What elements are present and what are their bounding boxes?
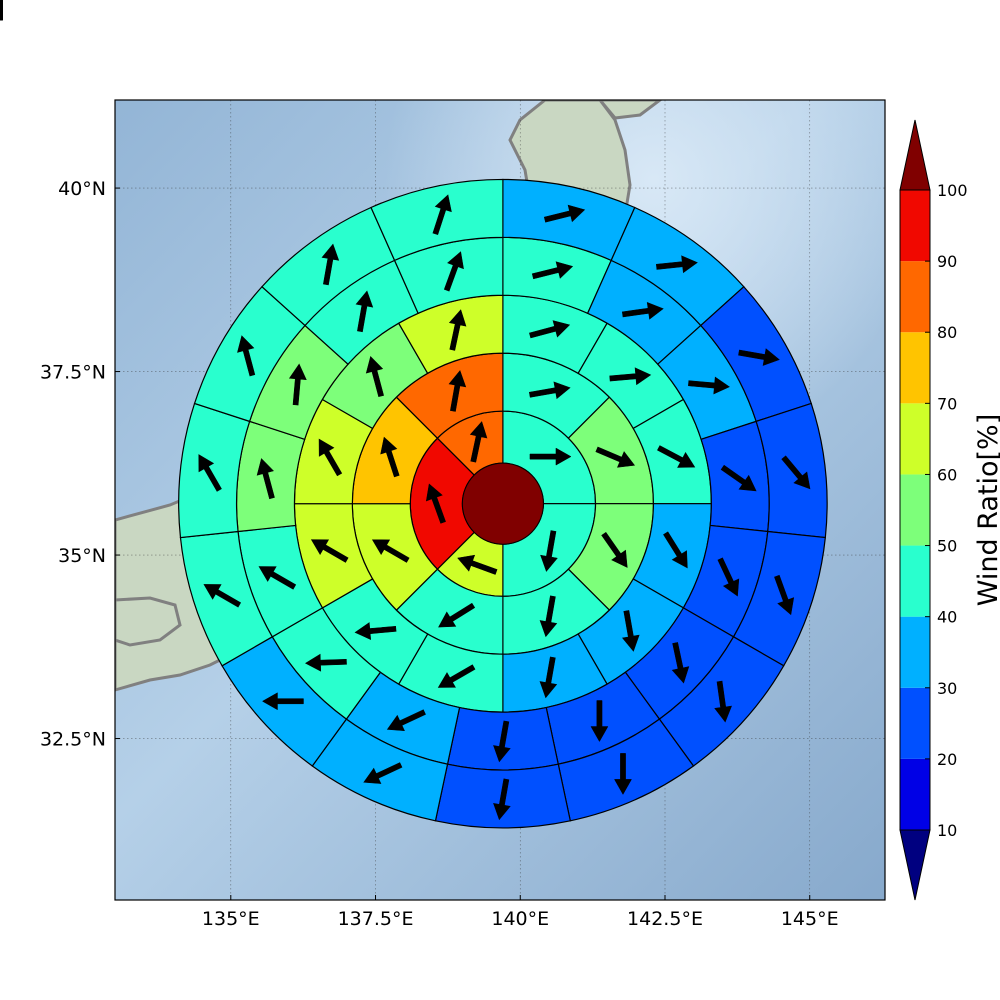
wind-arrow	[0, 0, 3, 21]
longitude-tick-label: 145°E	[781, 908, 839, 930]
wind-arrow	[656, 255, 698, 274]
wind-arrow	[671, 642, 690, 684]
wind-arrows	[0, 0, 811, 821]
colorbar: 10 20 30 40 50 60 70 80 90 100	[899, 119, 968, 901]
wind-arrow	[738, 348, 780, 366]
colorbar-bin	[900, 190, 930, 262]
longitude-ticks: 135°E 137.5°E 140°E 142.5°E 145°E	[202, 895, 839, 930]
wind-arrow	[310, 539, 349, 563]
latitude-tick-label: 35°N	[58, 545, 106, 567]
wind-arrow	[354, 622, 397, 640]
colorbar-tick-label: 10	[937, 821, 957, 840]
colorbar-tick-label: 20	[937, 750, 957, 769]
longitude-tick-label: 137.5°E	[338, 908, 414, 930]
wind-arrow	[288, 363, 307, 406]
colorbar-bin	[900, 545, 930, 617]
wind-arrow	[714, 680, 732, 723]
colorbar-outline	[899, 189, 931, 831]
wind-arrow	[355, 290, 374, 333]
wind-arrow	[622, 610, 640, 652]
wind-arrow	[528, 381, 571, 400]
wind-arrow	[539, 595, 558, 638]
wind-arrow	[663, 531, 688, 569]
longitude-tick-label: 140°E	[491, 908, 549, 930]
wind-arrow	[457, 554, 498, 575]
colorbar-over-extension	[899, 119, 931, 191]
hokkaido-landmass	[598, 100, 663, 120]
wind-arrow	[365, 355, 384, 398]
colorbar-tick-label: 40	[937, 608, 957, 627]
colorbar-bin	[900, 332, 930, 404]
wind-arrow	[438, 602, 476, 628]
wind-arrow	[443, 251, 464, 292]
map-frame	[0, 0, 886, 901]
wind-arrow	[256, 458, 275, 500]
wind-arrow	[774, 574, 795, 616]
longitude-tick-label: 135°E	[202, 908, 260, 930]
latitude-tick-label: 32.5°N	[40, 729, 106, 751]
wind-arrow	[688, 376, 730, 395]
colorbar-tick-label: 30	[937, 679, 957, 698]
wind-arrow	[261, 692, 304, 711]
wind-arrow	[781, 455, 811, 490]
wind-arrow	[321, 243, 340, 286]
wind-arrow	[363, 762, 403, 784]
longitude-tick-label: 142.5°E	[627, 908, 703, 930]
wind-arrow	[493, 720, 511, 763]
latitude-tick-label: 40°N	[58, 178, 106, 200]
wind-arrow	[425, 483, 446, 524]
wind-arrow	[657, 445, 696, 468]
colorbar-bin	[900, 758, 930, 830]
wind-arrow	[543, 204, 586, 223]
wind-arrow	[621, 301, 664, 320]
wind-arrow	[258, 566, 297, 590]
wind-arrow	[469, 421, 488, 463]
wind-arrow	[590, 700, 609, 743]
colorbar-tick-label: 100	[937, 181, 968, 200]
colorbar-bin	[900, 403, 930, 475]
wind-arrow	[318, 438, 343, 477]
ring-sector	[235, 420, 306, 533]
center-disc	[461, 462, 544, 545]
colorbar-tick-label: 90	[937, 252, 957, 271]
wind-arrow	[448, 370, 467, 412]
wind-arrow	[540, 530, 558, 572]
colorbar-under-extension	[899, 829, 931, 901]
colorbar-tick-label: 50	[937, 537, 957, 556]
shikoku-landmass	[115, 596, 182, 647]
wind-arrow	[720, 464, 757, 492]
latitude-ticks: 40°N 37.5°N 35°N 32.5°N	[40, 178, 120, 751]
wind-arrow	[380, 436, 400, 478]
colorbar-bin	[900, 687, 930, 759]
wind-arrow	[305, 653, 347, 672]
latitude-tick-label: 37.5°N	[40, 362, 106, 384]
wind-arrow	[198, 454, 222, 492]
wind-arrow	[609, 367, 652, 386]
wind-arrow	[386, 709, 426, 732]
wind-arrow	[717, 557, 740, 597]
wind-arrow	[529, 447, 572, 466]
colorbar-tick-label: 80	[937, 323, 957, 342]
wind-arrow	[529, 320, 571, 339]
wind-arrow	[437, 664, 476, 688]
wind-arrow	[203, 584, 242, 608]
colorbar-tick-label: 70	[937, 394, 957, 413]
wind-arrow	[448, 309, 467, 351]
wind-arrow	[493, 778, 511, 821]
map-border	[114, 99, 886, 901]
colorbar-tick-label: 60	[937, 465, 957, 484]
wind-arrow	[432, 194, 452, 235]
wind-arrow	[371, 539, 410, 563]
wind-arrow	[539, 656, 558, 699]
colorbar-bin	[900, 474, 930, 546]
colorbar-label: Wind Ratio[%]	[973, 414, 1000, 606]
wind-arrow	[531, 261, 574, 280]
wind-arrow	[614, 753, 632, 795]
wind-arrow	[237, 335, 256, 377]
wind-arrow	[595, 446, 636, 468]
wind-arrow	[601, 531, 628, 568]
colorbar-bin	[900, 261, 930, 333]
colorbar-bin	[900, 616, 930, 688]
